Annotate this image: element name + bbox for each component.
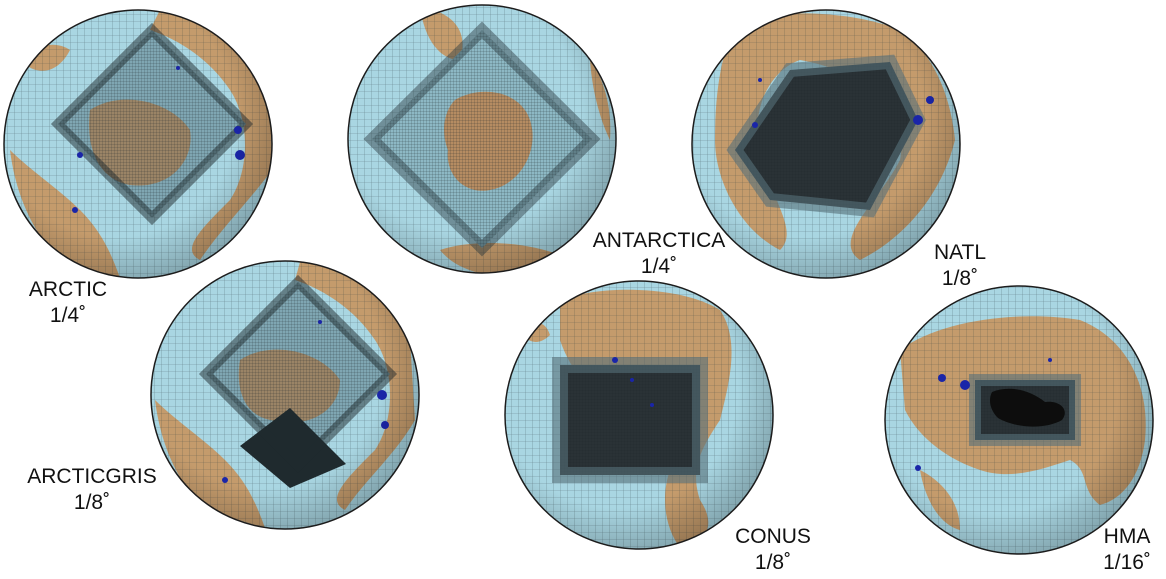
antarctica-globe bbox=[348, 5, 616, 273]
antarctica-label: ANTARCTICA 1/4˚ bbox=[574, 228, 744, 280]
conus-label: CONUS 1/8˚ bbox=[718, 524, 828, 576]
conus-resolution: 1/8˚ bbox=[754, 551, 792, 574]
antarctica-resolution: 1/4˚ bbox=[640, 255, 678, 278]
hma-name: HMA bbox=[1103, 525, 1151, 548]
natl-resolution: 1/8˚ bbox=[941, 267, 979, 290]
arctic-globe bbox=[4, 10, 272, 278]
conus-name: CONUS bbox=[735, 525, 811, 548]
antarctica-name: ANTARCTICA bbox=[592, 229, 726, 252]
natl-name: NATL bbox=[933, 241, 987, 264]
conus-globe bbox=[505, 281, 773, 549]
arcticgris-globe bbox=[151, 261, 419, 529]
natl-globe bbox=[692, 10, 960, 278]
hma-label: HMA 1/16˚ bbox=[1090, 524, 1164, 576]
natl-label: NATL 1/8˚ bbox=[915, 240, 1005, 292]
arcticgris-label: ARCTICGRIS 1/8˚ bbox=[8, 464, 176, 516]
arcticgris-name: ARCTICGRIS bbox=[27, 465, 157, 488]
arctic-name: ARCTIC bbox=[28, 278, 108, 301]
arctic-label: ARCTIC 1/4˚ bbox=[18, 277, 118, 329]
arcticgris-resolution: 1/8˚ bbox=[73, 491, 111, 514]
hma-globe bbox=[885, 286, 1153, 554]
arctic-resolution: 1/4˚ bbox=[49, 304, 87, 327]
hma-resolution: 1/16˚ bbox=[1103, 551, 1151, 574]
